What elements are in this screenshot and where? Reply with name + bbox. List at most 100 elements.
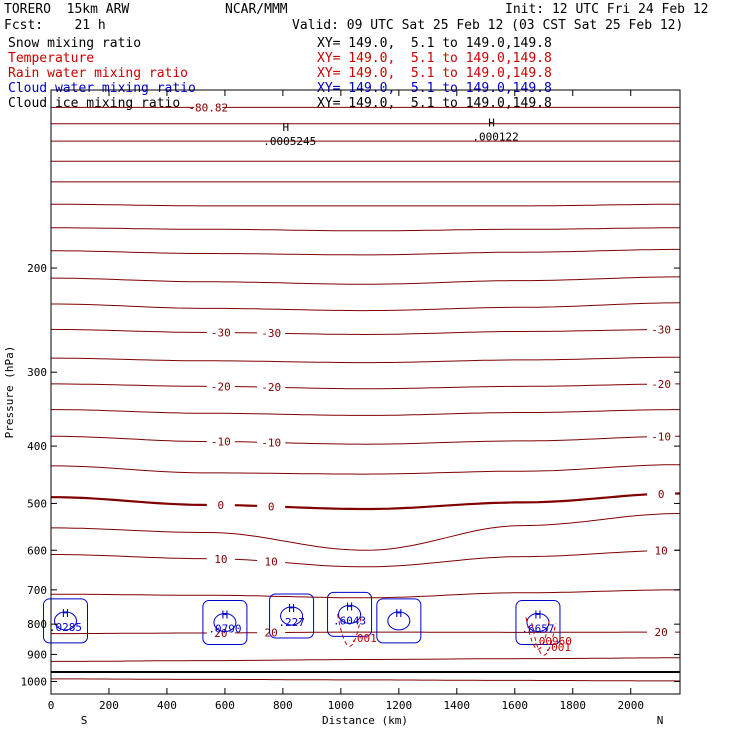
temperature-contour-label: 10: [265, 556, 278, 569]
cloud-water-contour-inner: [387, 611, 411, 631]
cloud-water-contour-inner: [338, 604, 362, 624]
temperature-contour: [51, 435, 680, 445]
cloud-ice-max-label: .000122: [472, 131, 518, 144]
legend-item-xy: XY= 149.0, 5.1 to 149.0,149.8: [317, 81, 552, 96]
cloud-water-max-label: .0285: [49, 621, 82, 634]
y-tick-label: 300: [27, 366, 47, 379]
contour-label-bg: [257, 381, 286, 394]
y-tick-label: 700: [27, 584, 47, 597]
end-label-south: S: [81, 714, 88, 727]
y-tick-label: 1000: [21, 675, 48, 688]
temperature-contour: [51, 657, 680, 662]
x-tick-label: 200: [99, 699, 119, 712]
y-tick-label: 500: [27, 497, 47, 510]
contour-label-bg: [206, 499, 235, 512]
cloud-water-max-marker: H: [535, 609, 542, 622]
rain-water-contour: [525, 617, 551, 650]
x-tick-label: 1400: [444, 699, 471, 712]
temperature-contour-label: 20: [214, 627, 227, 640]
temperature-contour: [51, 276, 680, 285]
cloud-ice-max-marker: H: [488, 117, 495, 130]
temperature-contour-label: 10: [214, 553, 227, 566]
temperature-contour-label: -10: [211, 436, 231, 449]
contour-label-bg: [257, 327, 286, 340]
cloud-water-contour: [515, 600, 561, 646]
contour-label-bg: [194, 101, 223, 114]
x-tick-label: 0: [48, 699, 55, 712]
temperature-contour: [51, 409, 680, 416]
valid-time: Valid: 09 UTC Sat 25 Feb 12 (03 CST Sat …: [292, 18, 684, 33]
contour-label-bg: [647, 323, 676, 336]
contour-label-bg: [206, 380, 235, 393]
temperature-contour: [51, 589, 681, 599]
cloud-water-max-marker: H: [222, 609, 229, 622]
temperature-contour: [51, 492, 680, 511]
temperature-contour: [51, 248, 680, 256]
temperature-contours: -80.82 -30 -30 -30 -20 -20 -20 -10 -10 -10 0 0 0 10 10…: [50, 101, 681, 682]
temperature-contour-label: -10: [261, 436, 281, 449]
cloud-ice-max-marker: H: [282, 121, 289, 134]
cloud-water-contour-inner: [213, 613, 237, 633]
rain-water-label: .001: [350, 632, 377, 645]
temperature-contour: [51, 631, 680, 635]
rain-water-label: .001: [545, 641, 572, 654]
temperature-contour: [51, 356, 680, 364]
legend-item-xy: XY= 149.0, 5.1 to 149.0,149.8: [317, 51, 552, 66]
init-time: Init: 12 UTC Fri 24 Feb 12: [505, 2, 709, 17]
legend-item-xy: XY= 149.0, 5.1 to 149.0,149.8: [317, 66, 552, 81]
cloud-water-max-marker: H: [396, 607, 403, 620]
x-tick-label: 1000: [328, 699, 355, 712]
cloud-water-max-marker: H: [346, 600, 353, 613]
temperature-contour: [51, 203, 680, 207]
cloud-water-contour-inner: [53, 611, 77, 631]
temperature-contour: [51, 513, 681, 551]
contour-label-bg: [257, 436, 286, 449]
temperature-contour: [51, 227, 680, 232]
contour-label-bg: [647, 487, 676, 500]
y-tick-label: 800: [27, 618, 47, 631]
temperature-contour: [51, 302, 681, 312]
temperature-contour: [51, 549, 680, 568]
temperature-contour-label: -30: [211, 326, 231, 339]
contour-label-bg: [206, 626, 235, 639]
temperature-contour-label: -20: [651, 378, 671, 391]
contour-label-bg: [206, 435, 235, 448]
rain-water-contour: [531, 623, 557, 656]
x-tick-label: 800: [273, 699, 293, 712]
cloud-water-contour: [327, 591, 373, 637]
contour-label-bg: [206, 552, 235, 565]
x-tick-label: 400: [157, 699, 177, 712]
cloud-water-max-marker: H: [288, 602, 295, 615]
temperature-contour-label: -10: [651, 430, 671, 443]
cloud-ice-max-label: .0005245: [263, 135, 316, 148]
model-title: TORERO 15km ARW: [4, 2, 130, 17]
contour-label-bg: [647, 378, 676, 391]
cloud-water-contour: [376, 598, 422, 644]
temperature-contour-label: 0: [268, 500, 275, 513]
x-tick-label: 1200: [386, 699, 413, 712]
cloud-water-contour: [202, 600, 248, 646]
legend-item-xy: XY= 149.0, 5.1 to 149.0,149.8: [317, 36, 552, 51]
x-axis-label: Distance (km): [322, 714, 408, 727]
y-tick-label: 600: [27, 544, 47, 557]
cloud-water-max-label: .6043: [333, 614, 366, 627]
contour-label-bg: [257, 626, 286, 639]
temperature-contour-label: 0: [218, 499, 225, 512]
rain-water-contours: .001.00960.001: [337, 614, 572, 656]
contour-label-bg: [647, 544, 676, 557]
contour-label-bg: [257, 500, 286, 513]
y-axis-label: Pressure (hPa): [3, 346, 16, 439]
cloud-water-max-marker: H: [62, 607, 69, 620]
temperature-contour-label: -20: [261, 381, 281, 394]
contour-label-bg: [647, 626, 676, 639]
cloud-water-contour-inner: [280, 606, 304, 626]
contour-label-bg: [257, 555, 286, 568]
contour-label-bg: [647, 430, 676, 443]
y-tick-label: 900: [27, 648, 47, 661]
x-tick-label: 1800: [560, 699, 587, 712]
cloud-water-contour: [42, 598, 88, 644]
temperature-contour-label: -80.82: [188, 101, 228, 114]
temperature-contour: [51, 383, 680, 390]
x-tick-label: 1600: [502, 699, 529, 712]
